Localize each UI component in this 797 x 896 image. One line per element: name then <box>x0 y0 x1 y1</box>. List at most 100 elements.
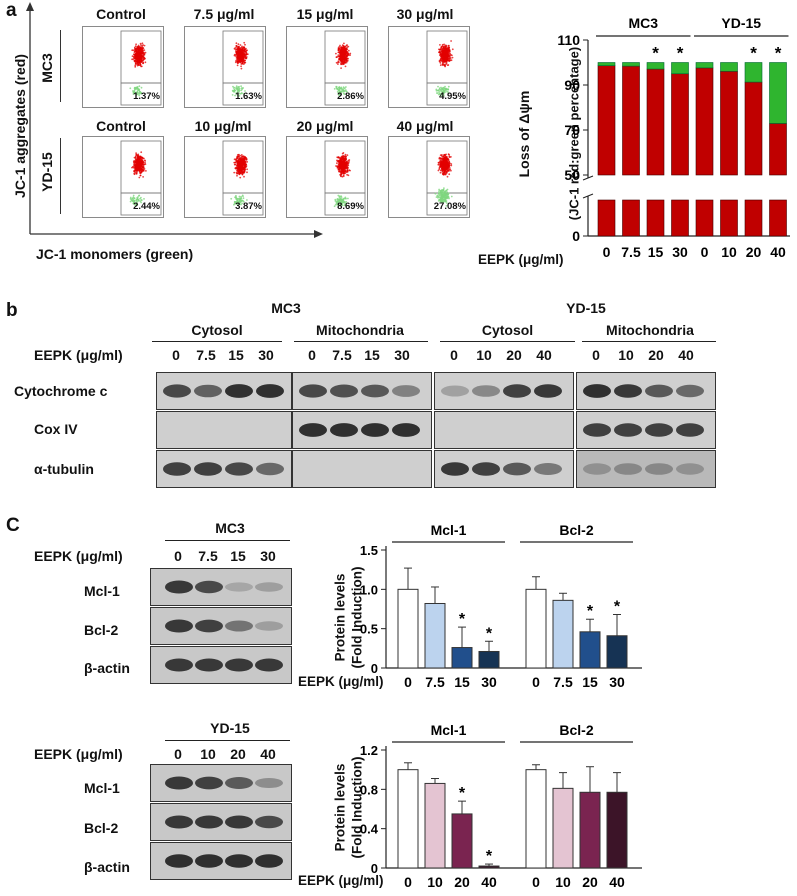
blot-band <box>255 658 283 672</box>
data-point <box>445 160 447 162</box>
data-point <box>240 203 242 206</box>
data-point <box>142 47 145 50</box>
gate-percentage: 8.69% <box>337 201 364 212</box>
data-point <box>140 151 143 154</box>
blot-band <box>392 423 420 437</box>
stacked-bar-red <box>744 81 763 176</box>
data-point <box>237 50 240 53</box>
bar <box>525 769 547 869</box>
data-point <box>443 92 446 94</box>
data-point <box>339 167 342 169</box>
data-point <box>444 85 446 88</box>
data-point <box>446 175 449 178</box>
data-point <box>438 188 440 191</box>
dose-value: 10 <box>476 347 492 363</box>
significance-star: * <box>775 44 782 63</box>
data-point <box>240 65 242 68</box>
data-point <box>140 47 143 50</box>
stacked-bar-red <box>720 70 738 176</box>
data-point <box>345 171 348 174</box>
dose-value: 0 <box>172 347 180 363</box>
x-tick-label: 15 <box>454 674 470 690</box>
data-point <box>346 154 349 156</box>
data-point <box>136 167 139 170</box>
data-point <box>445 55 447 58</box>
stacked-bar-red-lower <box>695 199 714 237</box>
data-point <box>236 45 239 48</box>
data-point <box>236 202 239 205</box>
blot-band <box>645 384 673 398</box>
blot-band <box>225 854 253 868</box>
blot-band <box>165 815 193 829</box>
data-point <box>446 161 449 164</box>
data-point <box>243 165 246 167</box>
data-point <box>235 196 237 198</box>
data-point <box>345 200 348 203</box>
data-point <box>237 59 240 62</box>
data-point <box>237 55 239 58</box>
data-point <box>242 172 245 174</box>
significance-star: * <box>459 611 466 628</box>
data-point <box>235 92 238 94</box>
blot-band <box>534 463 562 475</box>
data-point <box>438 161 441 164</box>
data-point <box>346 46 348 49</box>
data-point <box>333 205 336 208</box>
data-point <box>437 89 440 91</box>
data-point <box>449 168 452 171</box>
blot-panel <box>292 372 432 410</box>
flow-condition-label: Control <box>96 118 146 134</box>
data-point <box>238 202 241 205</box>
data-point <box>439 64 442 67</box>
data-point <box>242 93 245 95</box>
data-point <box>446 50 449 53</box>
chart-a-ylabel: Loss of Δψm <box>516 90 532 178</box>
data-point <box>447 64 450 66</box>
stacked-bar-red-lower <box>720 199 738 237</box>
data-point <box>235 157 238 160</box>
data-point <box>440 163 443 166</box>
data-point <box>232 90 235 93</box>
blot-band <box>614 384 642 398</box>
data-point <box>240 166 243 169</box>
data-point <box>136 161 139 164</box>
dose-label: EEPK (μg/ml) <box>34 347 123 363</box>
blot-band <box>195 776 223 790</box>
data-point <box>135 153 138 156</box>
data-point <box>134 166 136 169</box>
blot-band <box>299 423 327 437</box>
flow-condition-label: 15 μg/ml <box>296 6 354 22</box>
blot-band <box>614 423 642 437</box>
data-point <box>343 162 346 165</box>
data-point <box>440 194 443 197</box>
data-point <box>445 189 447 192</box>
data-point <box>245 47 247 50</box>
x-tick-label: 15 <box>582 674 598 690</box>
data-point <box>134 53 136 56</box>
data-point <box>443 196 446 198</box>
data-point <box>133 170 135 173</box>
data-point <box>132 202 135 205</box>
data-point <box>340 55 343 58</box>
data-point <box>342 157 345 160</box>
data-point <box>439 58 442 61</box>
y-tick-label: 70 <box>564 122 580 138</box>
blot-band <box>330 384 358 398</box>
data-point <box>340 195 342 198</box>
data-point <box>240 85 242 88</box>
dose-value: 20 <box>230 746 246 762</box>
data-point <box>338 47 340 50</box>
data-point <box>342 152 345 154</box>
data-point <box>335 200 338 203</box>
significance-star: * <box>677 44 684 63</box>
data-point <box>450 169 452 172</box>
data-point <box>439 169 442 172</box>
data-point <box>336 165 338 168</box>
data-point <box>131 197 134 200</box>
data-point <box>447 44 450 47</box>
data-point <box>233 163 236 166</box>
data-point <box>447 46 449 49</box>
data-point <box>245 157 248 160</box>
data-point <box>340 86 343 89</box>
data-point <box>233 202 236 205</box>
